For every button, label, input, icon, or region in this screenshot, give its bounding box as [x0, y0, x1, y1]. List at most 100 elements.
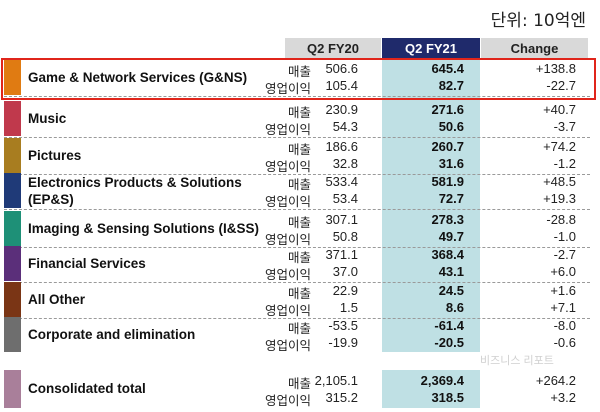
- sales-label: 매출: [287, 376, 311, 391]
- op-change-value: -22.7: [546, 78, 576, 93]
- segment-name: Game & Network Services (G&NS): [28, 69, 248, 85]
- op-q2-fy20-value: 54.3: [332, 119, 358, 134]
- sales-change-value: -28.8: [546, 212, 576, 227]
- op-income-label: 영업이익: [264, 122, 311, 137]
- segment-color-bar: [4, 173, 21, 208]
- op-q2-fy20-value: 53.4: [332, 191, 358, 206]
- op-change-value: -1.0: [553, 229, 576, 244]
- sales-q2-fy21-value: 260.7: [431, 139, 464, 154]
- sales-q2-fy21-value: 278.3: [431, 212, 464, 227]
- row-separator: [4, 282, 590, 283]
- segment-name: Consolidated total: [28, 381, 146, 396]
- op-q2-fy20-value: 1.5: [339, 300, 358, 315]
- sales-q2-fy21-value: 271.6: [431, 102, 464, 117]
- segment-row: Pictures 매출 186.6 260.7 +74.2 영업이익 32.8 31.6 -1.…: [4, 138, 590, 174]
- sales-label: 매출: [287, 215, 311, 230]
- sales-q2-fy20-value: 371.1: [325, 247, 358, 262]
- fy21-column-highlight: [382, 60, 480, 352]
- row-separator: [4, 137, 590, 138]
- op-q2-fy21-value: 50.6: [438, 119, 464, 134]
- sales-label: 매출: [287, 250, 311, 265]
- sales-q2-fy20-value: 22.9: [332, 283, 358, 298]
- op-q2-fy21-value: 318.5: [431, 390, 464, 405]
- segment-name: Financial Services: [28, 255, 146, 271]
- sales-label: 매출: [287, 142, 311, 157]
- op-q2-fy21-value: 8.6: [445, 300, 464, 315]
- sales-label: 매출: [287, 177, 311, 192]
- total-row: Consolidated total 매출 2,105.1 2,369.4 +264.2…: [4, 370, 590, 408]
- segment-row: Electronics Products & Solutions (EP&S) 매출…: [4, 173, 590, 209]
- sales-q2-fy21-value: -61.4: [434, 318, 464, 333]
- op-income-label: 영업이익: [264, 338, 311, 353]
- header-change: Change: [481, 38, 588, 58]
- op-income-label: 영업이익: [264, 194, 311, 209]
- op-change-value: -3.7: [553, 119, 576, 134]
- op-income-label: 영업이익: [264, 393, 311, 408]
- op-change-value: -1.2: [553, 156, 576, 171]
- sales-q2-fy20-value: 533.4: [325, 174, 358, 189]
- op-change-value: +3.2: [550, 390, 576, 405]
- sales-change-value: +264.2: [535, 373, 576, 388]
- sales-change-value: +138.8: [535, 61, 576, 76]
- op-q2-fy21-value: 72.7: [438, 191, 464, 206]
- segment-color-bar: [4, 317, 21, 352]
- segment-name: Corporate and elimination: [28, 326, 196, 342]
- op-q2-fy21-value: 82.7: [438, 78, 464, 93]
- row-separator: [4, 318, 590, 319]
- row-separator: [4, 247, 590, 248]
- sales-q2-fy20-value: 186.6: [325, 139, 358, 154]
- sales-q2-fy21-value: 368.4: [431, 247, 464, 262]
- sales-q2-fy20-value: 230.9: [325, 102, 358, 117]
- row-separator: [4, 174, 590, 175]
- gns-highlight-box: [1, 58, 596, 100]
- segment-name: Electronics Products & Solutions (EP&S): [28, 174, 242, 208]
- fy21-total-highlight: [382, 370, 480, 408]
- op-change-value: +6.0: [550, 264, 576, 279]
- sales-label: 매출: [287, 64, 311, 79]
- segment-name: All Other: [28, 291, 86, 307]
- segment-color-bar: [4, 211, 21, 246]
- segment-row: Imaging & Sensing Solutions (I&SS) 매출 307.…: [4, 211, 590, 247]
- op-change-value: -0.6: [553, 335, 576, 350]
- op-q2-fy21-value: 31.6: [438, 156, 464, 171]
- unit-label: 단위: 10억엔: [490, 11, 586, 31]
- op-q2-fy20-value: 105.4: [325, 78, 358, 93]
- segment-name: Music: [28, 110, 67, 126]
- segment-row: Game & Network Services (G&NS) 매출 506.6 645…: [4, 60, 590, 96]
- sales-change-value: -8.0: [553, 318, 576, 333]
- op-q2-fy20-value: 37.0: [332, 264, 358, 279]
- sales-change-value: +40.7: [543, 102, 576, 117]
- segment-color-bar: [4, 101, 21, 136]
- op-q2-fy21-value: 43.1: [438, 264, 464, 279]
- segment-name: Imaging & Sensing Solutions (I&SS): [28, 220, 260, 236]
- sales-q2-fy21-value: 24.5: [438, 283, 464, 298]
- segment-row: Financial Services 매출 371.1 368.4 -2.7 영업이익 37…: [4, 246, 590, 282]
- segment-color-bar: [4, 282, 21, 317]
- sales-change-value: +74.2: [543, 139, 576, 154]
- sales-change-value: -2.7: [553, 247, 576, 262]
- op-income-label: 영업이익: [264, 303, 311, 318]
- op-change-value: +19.3: [543, 191, 576, 206]
- sales-q2-fy21-value: 581.9: [431, 174, 464, 189]
- segment-color-bar: [4, 60, 21, 95]
- op-change-value: +7.1: [550, 300, 576, 315]
- segment-name-line2: (EP&S): [28, 192, 74, 207]
- segment-row: Music 매출 230.9 271.6 +40.7 영업이익 54.3 50.6 -3.7: [4, 101, 590, 137]
- op-q2-fy20-value: 315.2: [325, 390, 358, 405]
- segment-row: Corporate and elimination 매출 -53.5 -61.4 -8.…: [4, 317, 590, 353]
- sales-q2-fy20-value: -53.5: [328, 318, 358, 333]
- row-separator: [4, 209, 590, 210]
- sales-label: 매출: [287, 286, 311, 301]
- op-q2-fy20-value: -19.9: [328, 335, 358, 350]
- header-q2-fy20: Q2 FY20: [285, 38, 381, 58]
- sales-q2-fy21-value: 2,369.4: [420, 373, 464, 388]
- sales-q2-fy20-value: 506.6: [325, 61, 358, 76]
- sales-label: 매출: [287, 105, 311, 120]
- segment-color-bar: [4, 138, 21, 173]
- op-q2-fy21-value: 49.7: [438, 229, 464, 244]
- op-q2-fy20-value: 50.8: [332, 229, 358, 244]
- op-income-label: 영업이익: [264, 232, 311, 247]
- segment-color-bar: [4, 246, 21, 281]
- watermark: 비즈니스 리포트: [480, 355, 554, 367]
- segment-color-bar: [4, 370, 21, 408]
